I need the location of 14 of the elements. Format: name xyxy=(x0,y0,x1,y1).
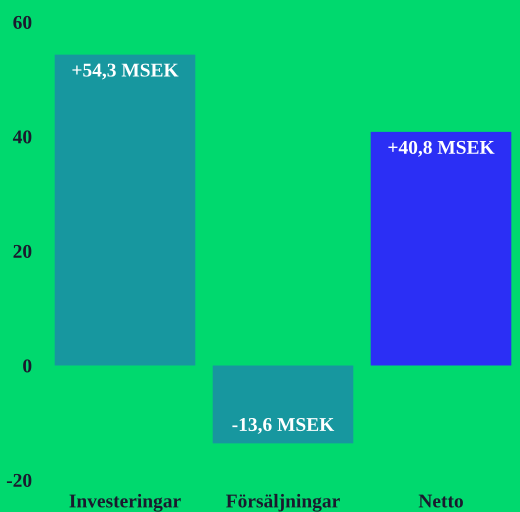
x-tick-label: Försäljningar xyxy=(226,494,340,512)
y-tick-label: 0 xyxy=(23,359,32,372)
bar xyxy=(54,54,196,366)
y-tick-label: 60 xyxy=(13,16,32,29)
y-tick-label: -20 xyxy=(6,474,32,487)
data-label: +54,3 MSEK xyxy=(72,64,178,80)
y-tick-label: 20 xyxy=(13,244,32,258)
bar xyxy=(212,366,354,444)
y-tick-label: 40 xyxy=(12,130,32,144)
bar xyxy=(370,132,512,366)
data-label: +40,8 MSEK xyxy=(388,140,494,157)
data-label: -13,6 MSEK xyxy=(232,418,334,434)
x-tick-label: Netto xyxy=(418,494,463,508)
x-tick-label: Investeringar xyxy=(69,494,181,512)
